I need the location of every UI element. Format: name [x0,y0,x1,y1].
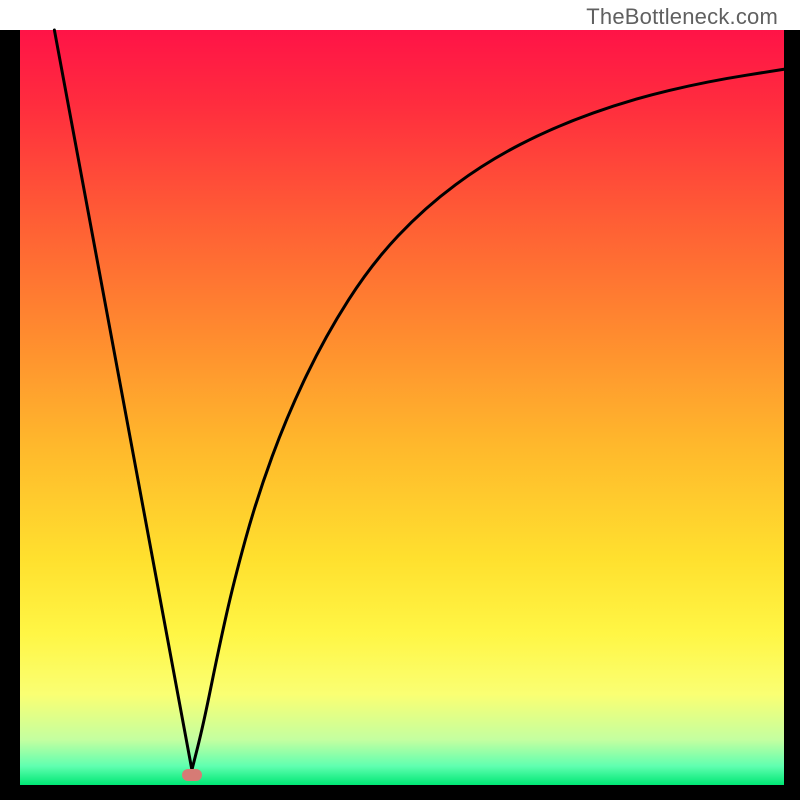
bottleneck-curve [0,0,800,800]
watermark-label: TheBottleneck.com [586,4,778,30]
optimum-marker [182,769,202,781]
chart-container: TheBottleneck.com [0,0,800,800]
